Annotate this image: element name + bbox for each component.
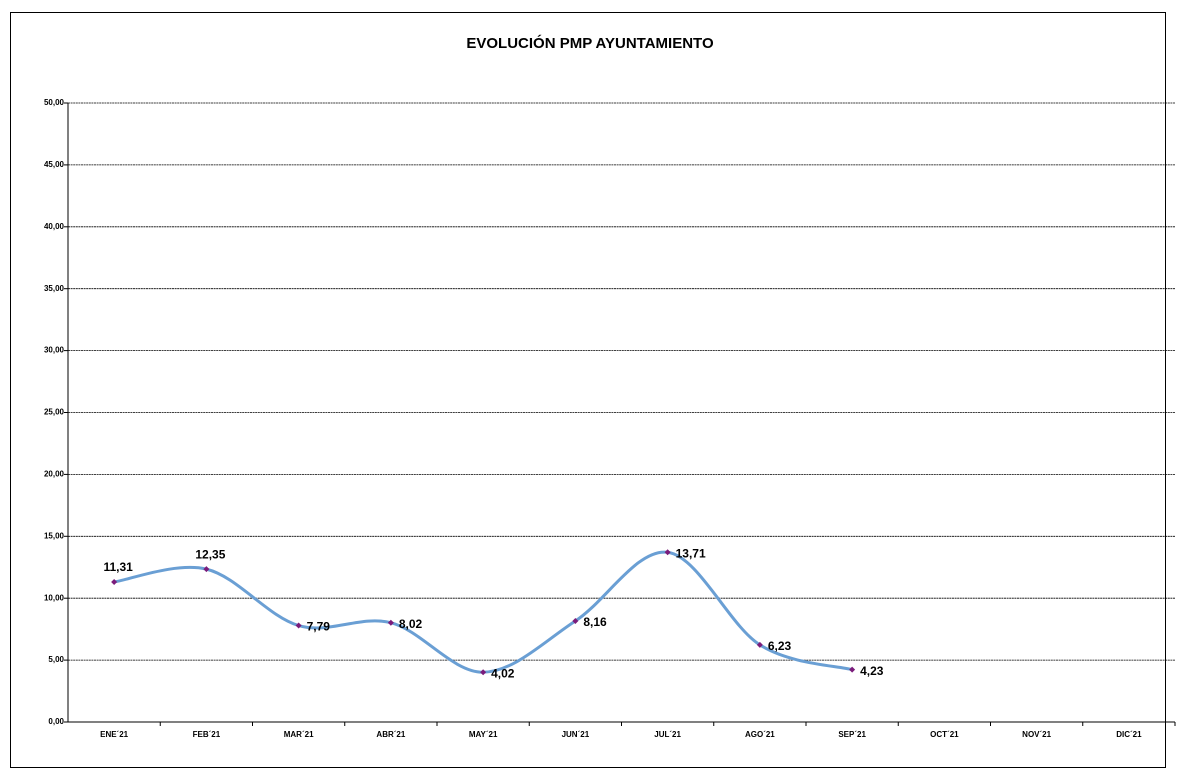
data-label: 4,23 bbox=[860, 664, 884, 678]
x-tick-label: OCT´21 bbox=[930, 730, 959, 739]
x-tick-label: DIC´21 bbox=[1116, 730, 1142, 739]
y-tick-label: 35,00 bbox=[44, 284, 65, 293]
x-tick-label: JUL´21 bbox=[654, 730, 681, 739]
x-tick-label: ABR´21 bbox=[376, 730, 405, 739]
y-tick-label: 50,00 bbox=[44, 98, 65, 107]
x-tick-label: FEB´21 bbox=[193, 730, 221, 739]
y-tick-label: 5,00 bbox=[48, 655, 64, 664]
marker bbox=[203, 566, 210, 573]
data-label: 13,71 bbox=[676, 546, 706, 560]
data-label: 11,31 bbox=[103, 560, 133, 574]
x-tick-label: MAY´21 bbox=[469, 730, 498, 739]
y-tick-label: 40,00 bbox=[44, 222, 65, 231]
data-label: 8,02 bbox=[399, 617, 423, 631]
marker bbox=[111, 578, 118, 585]
x-tick-label: SEP´21 bbox=[838, 730, 866, 739]
y-tick-label: 30,00 bbox=[44, 346, 65, 355]
chart-border bbox=[10, 12, 1166, 768]
y-tick-label: 0,00 bbox=[48, 717, 64, 726]
marker bbox=[572, 617, 579, 624]
data-label: 4,02 bbox=[491, 666, 515, 680]
y-tick-label: 20,00 bbox=[44, 470, 65, 479]
data-label: 6,23 bbox=[768, 639, 792, 653]
marker bbox=[387, 619, 394, 626]
marker bbox=[664, 549, 671, 556]
x-tick-label: JUN´21 bbox=[562, 730, 590, 739]
data-label: 12,35 bbox=[195, 547, 225, 561]
chart-title: EVOLUCIÓN PMP AYUNTAMIENTO bbox=[466, 34, 714, 52]
marker bbox=[756, 641, 763, 648]
marker bbox=[849, 666, 856, 673]
y-tick-label: 10,00 bbox=[44, 593, 65, 602]
y-tick-label: 15,00 bbox=[44, 531, 65, 540]
x-tick-label: AGO´21 bbox=[745, 730, 775, 739]
x-tick-label: ENE´21 bbox=[100, 730, 129, 739]
x-tick-label: NOV´21 bbox=[1022, 730, 1051, 739]
x-tick-label: MAR´21 bbox=[284, 730, 314, 739]
data-label: 8,16 bbox=[583, 615, 607, 629]
y-tick-label: 25,00 bbox=[44, 408, 65, 417]
marker bbox=[295, 622, 302, 629]
marker bbox=[480, 669, 487, 676]
data-label: 7,79 bbox=[307, 620, 331, 634]
y-tick-label: 45,00 bbox=[44, 160, 65, 169]
